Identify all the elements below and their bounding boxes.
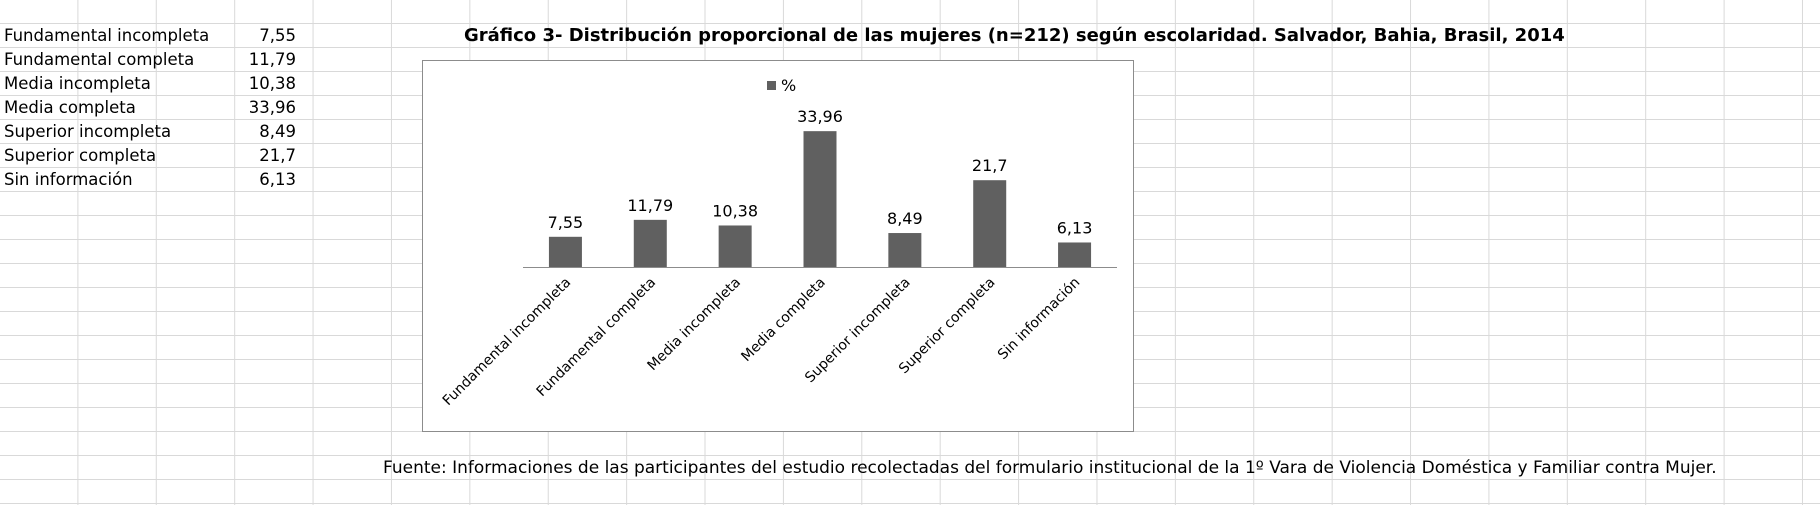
- data-label: 7,55: [548, 213, 584, 232]
- table-cell-value[interactable]: 33,96: [248, 98, 296, 117]
- data-label: 33,96: [797, 107, 843, 126]
- table-cell-value[interactable]: 21,7: [259, 146, 296, 165]
- bar-7[interactable]: [1058, 242, 1092, 267]
- table-cell-value[interactable]: 11,79: [248, 50, 296, 69]
- table-cell-value[interactable]: 6,13: [259, 170, 296, 189]
- table-row[interactable]: Fundamental completa 11,79: [0, 48, 300, 72]
- bar-6[interactable]: [973, 180, 1007, 267]
- table-row[interactable]: Sin información 6,13: [0, 168, 300, 192]
- table-cell-value[interactable]: 8,49: [259, 122, 296, 141]
- bar-1[interactable]: [548, 236, 582, 267]
- bar-5[interactable]: [888, 233, 922, 267]
- bar-chart: % 7,55 11,79 10,38 33,96 8,49 21,7 6,13 Fundam…: [440, 76, 1117, 409]
- data-label: 8,49: [887, 209, 923, 228]
- data-label: 11,79: [627, 196, 673, 215]
- table-cell-label[interactable]: Superior completa: [4, 146, 157, 165]
- chart-area[interactable]: % 7,55 11,79 10,38 33,96 8,49 21,7 6,13 Fundam…: [422, 60, 1134, 432]
- table-cell-label[interactable]: Fundamental incompleta: [4, 26, 210, 45]
- table-cell-label[interactable]: Media incompleta: [4, 74, 151, 93]
- data-label: 6,13: [1057, 218, 1093, 237]
- source-note: Fuente: Informaciones de las participant…: [383, 458, 1717, 478]
- table-cell-value[interactable]: 10,38: [248, 74, 296, 93]
- table-row[interactable]: Fundamental incompleta 7,55: [0, 24, 300, 48]
- table-row[interactable]: Media incompleta 10,38: [0, 72, 300, 96]
- data-label: 10,38: [712, 201, 758, 220]
- table-row[interactable]: Superior completa 21,7: [0, 144, 300, 168]
- table-row[interactable]: Superior incompleta 8,49: [0, 120, 300, 144]
- data-label: 21,7: [972, 156, 1008, 175]
- table-cell-label[interactable]: Media completa: [4, 98, 136, 117]
- bar-4[interactable]: [803, 131, 837, 267]
- table-row[interactable]: Media completa 33,96: [0, 96, 300, 120]
- chart-title: Gráfico 3- Distribución proporcional de …: [464, 25, 1565, 46]
- bars-group: [548, 131, 1092, 267]
- chart-legend: %: [767, 76, 796, 95]
- legend-label: %: [781, 76, 796, 95]
- table-cell-value[interactable]: 7,55: [259, 26, 296, 45]
- legend-swatch: [767, 81, 776, 90]
- x-tick-label: Superior completa: [896, 275, 999, 378]
- x-tick-label: Media completa: [738, 275, 828, 365]
- table-cell-label[interactable]: Fundamental completa: [4, 50, 195, 69]
- data-labels-group: 7,55 11,79 10,38 33,96 8,49 21,7 6,13: [548, 107, 1093, 237]
- bar-3[interactable]: [718, 225, 752, 267]
- x-tick-label: Media incompleta: [645, 275, 744, 374]
- table-cell-label[interactable]: Sin información: [4, 170, 133, 189]
- x-tick-label: Sin información: [995, 275, 1083, 363]
- bar-2[interactable]: [633, 219, 667, 267]
- table-cell-label[interactable]: Superior incompleta: [4, 122, 172, 141]
